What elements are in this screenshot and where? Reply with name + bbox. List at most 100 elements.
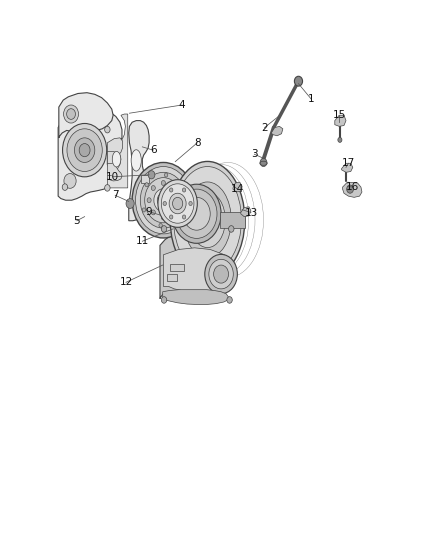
- Text: 7: 7: [112, 190, 119, 200]
- Circle shape: [64, 105, 78, 123]
- Polygon shape: [271, 126, 283, 136]
- Circle shape: [67, 129, 102, 172]
- Text: 11: 11: [136, 236, 149, 246]
- Circle shape: [105, 126, 110, 133]
- Text: 9: 9: [146, 207, 152, 217]
- Circle shape: [170, 188, 173, 192]
- Polygon shape: [170, 264, 184, 271]
- Polygon shape: [167, 274, 177, 281]
- Polygon shape: [335, 115, 346, 126]
- Circle shape: [173, 197, 183, 209]
- Circle shape: [135, 166, 191, 234]
- Text: 16: 16: [346, 182, 360, 192]
- Circle shape: [183, 197, 210, 230]
- Polygon shape: [241, 207, 251, 216]
- Circle shape: [161, 184, 194, 223]
- Polygon shape: [59, 93, 113, 138]
- Circle shape: [159, 223, 162, 228]
- Ellipse shape: [131, 150, 141, 171]
- Circle shape: [182, 188, 186, 192]
- Text: 17: 17: [342, 158, 355, 168]
- Polygon shape: [233, 182, 242, 192]
- Circle shape: [189, 201, 192, 206]
- Circle shape: [294, 76, 303, 86]
- Circle shape: [67, 109, 75, 119]
- Circle shape: [161, 297, 167, 303]
- Circle shape: [347, 185, 353, 193]
- Circle shape: [170, 215, 173, 219]
- Circle shape: [142, 208, 145, 212]
- Circle shape: [158, 180, 197, 227]
- Text: 5: 5: [74, 216, 80, 226]
- Polygon shape: [220, 212, 245, 228]
- Polygon shape: [107, 114, 128, 188]
- Polygon shape: [58, 104, 122, 200]
- Circle shape: [63, 124, 107, 177]
- Text: 8: 8: [194, 138, 201, 148]
- Circle shape: [151, 210, 155, 215]
- Text: 13: 13: [244, 207, 258, 217]
- Circle shape: [148, 171, 155, 179]
- Circle shape: [161, 181, 166, 185]
- Circle shape: [151, 185, 155, 190]
- Ellipse shape: [201, 210, 214, 230]
- Circle shape: [260, 158, 267, 166]
- Text: 15: 15: [332, 110, 346, 120]
- Polygon shape: [155, 185, 238, 241]
- Circle shape: [157, 193, 170, 207]
- Circle shape: [147, 198, 151, 203]
- Circle shape: [181, 189, 184, 192]
- Circle shape: [171, 210, 176, 215]
- Polygon shape: [343, 182, 362, 197]
- Ellipse shape: [112, 151, 121, 167]
- Circle shape: [161, 215, 166, 220]
- Circle shape: [74, 138, 95, 163]
- Circle shape: [154, 189, 173, 212]
- Circle shape: [176, 198, 180, 203]
- Circle shape: [140, 172, 187, 228]
- Polygon shape: [129, 120, 151, 221]
- Ellipse shape: [184, 182, 231, 258]
- Circle shape: [169, 193, 186, 214]
- Circle shape: [62, 184, 67, 190]
- Ellipse shape: [170, 161, 245, 278]
- Text: 14: 14: [231, 184, 244, 194]
- Text: 1: 1: [308, 94, 314, 104]
- Circle shape: [126, 199, 134, 208]
- Circle shape: [214, 265, 229, 283]
- Circle shape: [145, 183, 148, 187]
- Text: 10: 10: [106, 172, 119, 182]
- Polygon shape: [160, 229, 231, 301]
- Text: 2: 2: [261, 123, 268, 133]
- Circle shape: [176, 189, 217, 238]
- Circle shape: [64, 174, 76, 188]
- Circle shape: [182, 215, 186, 219]
- Circle shape: [172, 184, 221, 243]
- Ellipse shape: [173, 166, 241, 273]
- Circle shape: [209, 260, 233, 289]
- Polygon shape: [163, 248, 230, 292]
- Circle shape: [105, 184, 110, 191]
- Circle shape: [229, 225, 234, 232]
- Polygon shape: [141, 175, 149, 183]
- Polygon shape: [107, 138, 123, 181]
- Circle shape: [178, 214, 182, 218]
- Circle shape: [338, 138, 342, 142]
- Text: 12: 12: [120, 277, 133, 287]
- Ellipse shape: [190, 192, 225, 248]
- Circle shape: [171, 185, 176, 190]
- Circle shape: [164, 173, 168, 177]
- Text: 4: 4: [179, 100, 185, 110]
- Polygon shape: [342, 163, 353, 172]
- Circle shape: [145, 177, 182, 223]
- Text: 3: 3: [251, 149, 258, 159]
- Circle shape: [132, 163, 194, 238]
- Circle shape: [205, 254, 237, 294]
- Circle shape: [161, 225, 167, 232]
- Circle shape: [163, 201, 166, 206]
- Circle shape: [227, 297, 232, 303]
- Circle shape: [79, 143, 90, 157]
- Polygon shape: [162, 290, 229, 304]
- Ellipse shape: [197, 203, 219, 237]
- Text: 6: 6: [150, 145, 156, 155]
